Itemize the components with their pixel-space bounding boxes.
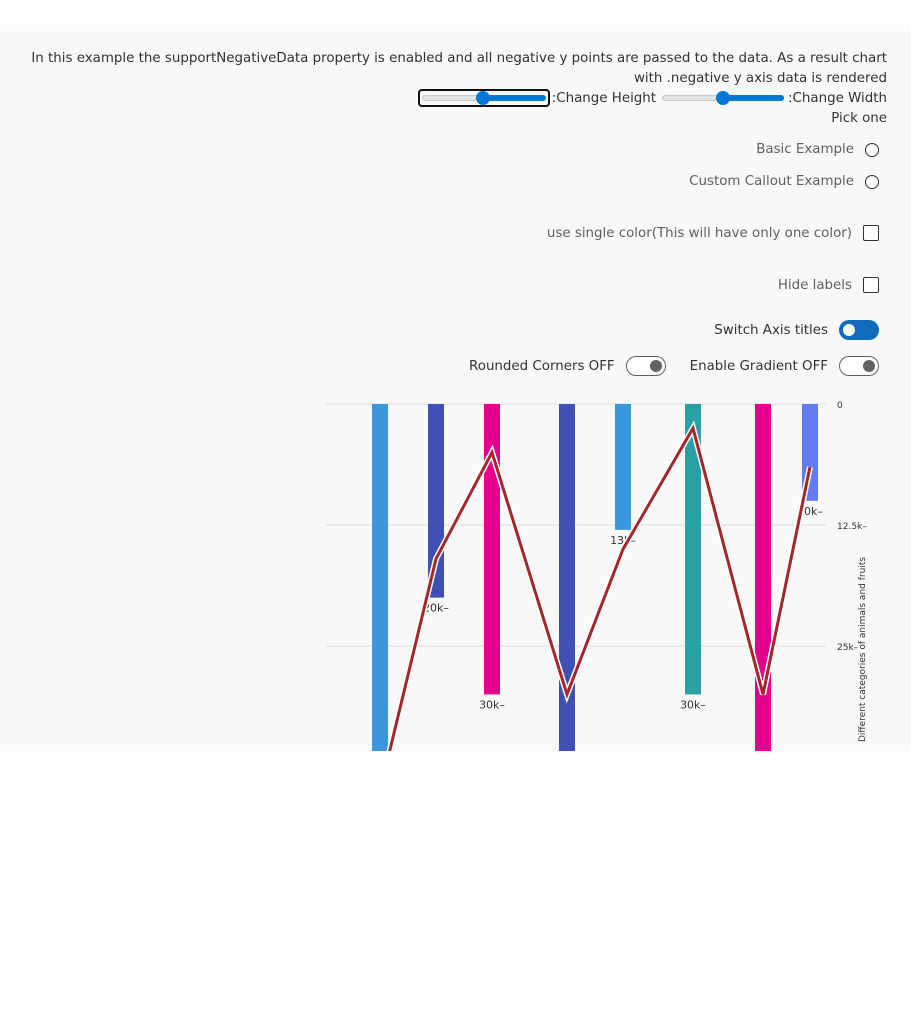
radio-basic-example[interactable]: Basic Example bbox=[756, 142, 879, 157]
single-color-label: use single color(This will have only one… bbox=[546, 225, 852, 241]
line-series-outline bbox=[386, 420, 813, 751]
bar bbox=[685, 404, 701, 695]
bar-data-label: 20k– bbox=[423, 602, 449, 615]
y-tick-label: 25k– bbox=[837, 643, 859, 653]
size-controls: :Change Height :Change Width bbox=[417, 89, 887, 107]
hide-labels-checkbox[interactable] bbox=[863, 277, 879, 293]
height-slider-thumb[interactable] bbox=[475, 91, 490, 105]
bar bbox=[372, 404, 388, 751]
vertical-bar-chart: 0 12.5k– 25k– Different categories of anima… bbox=[326, 401, 868, 751]
height-slider[interactable] bbox=[417, 89, 550, 107]
pick-one-label: Pick one bbox=[831, 111, 887, 126]
width-slider-thumb[interactable] bbox=[716, 91, 731, 105]
switch-axis-row: Switch Axis titles bbox=[714, 320, 879, 340]
width-slider[interactable] bbox=[660, 91, 786, 105]
radio-custom-callout-example[interactable]: Custom Callout Example bbox=[689, 174, 879, 189]
radio-custom-callout-circle[interactable] bbox=[865, 174, 879, 189]
switch-axis-label: Switch Axis titles bbox=[714, 322, 828, 338]
description-text: In this example the supportNegativeData … bbox=[31, 51, 887, 86]
rounded-corners-label: Rounded Corners OFF bbox=[469, 358, 615, 374]
bar bbox=[484, 404, 500, 695]
y-tick-label: 0 bbox=[837, 401, 843, 411]
rounded-corners-toggle[interactable] bbox=[625, 356, 666, 376]
gradient-toggle[interactable] bbox=[839, 356, 879, 376]
y-axis-title: Different categories of animals and frui… bbox=[858, 557, 868, 742]
bar bbox=[755, 404, 771, 751]
radio-custom-callout-label: Custom Callout Example bbox=[689, 174, 854, 189]
height-slider-label: :Change Height bbox=[551, 90, 657, 106]
example-panel: In this example the supportNegativeData … bbox=[0, 31, 911, 751]
y-tick-label: 12.5k– bbox=[837, 522, 867, 532]
line-series bbox=[388, 424, 812, 751]
bar-data-label: 30k– bbox=[680, 698, 706, 711]
bar bbox=[559, 404, 575, 751]
bar bbox=[615, 404, 631, 530]
radio-basic-example-circle[interactable] bbox=[865, 142, 879, 157]
radio-basic-example-label: Basic Example bbox=[756, 142, 854, 157]
hide-labels-label: Hide labels bbox=[777, 277, 852, 293]
hide-labels-checkbox-row[interactable]: Hide labels bbox=[778, 277, 879, 293]
bar-data-label: 30k– bbox=[479, 698, 505, 711]
single-color-checkbox-row[interactable]: use single color(This will have only one… bbox=[547, 225, 879, 241]
switch-axis-toggle[interactable] bbox=[839, 320, 879, 340]
single-color-checkbox[interactable] bbox=[863, 225, 879, 241]
style-toggles-row: Rounded Corners OFF Enable Gradient OFF bbox=[469, 356, 879, 376]
width-slider-label: :Change Width bbox=[788, 90, 887, 106]
gradient-label: Enable Gradient OFF bbox=[689, 358, 828, 374]
